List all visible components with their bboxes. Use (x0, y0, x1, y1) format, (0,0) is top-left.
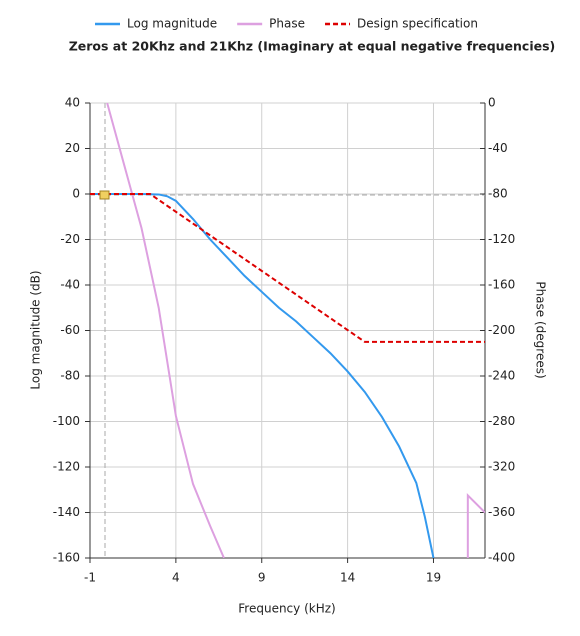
y2-tick-label: -360 (488, 505, 515, 519)
legend-label: Phase (269, 17, 305, 31)
y-tick-label: -100 (53, 414, 80, 428)
y2-tick-label: -400 (488, 551, 515, 565)
y-tick-label: -80 (60, 369, 80, 383)
y-tick-label: -40 (60, 278, 80, 292)
y-tick-label: -160 (53, 551, 80, 565)
y2-tick-label: -280 (488, 414, 515, 428)
y2-tick-label: -40 (488, 141, 508, 155)
y-tick-label: 20 (65, 141, 80, 155)
chart-title: Zeros at 20Khz and 21Khz (Imaginary at e… (69, 39, 556, 54)
series-line (90, 193, 485, 343)
series-line (90, 193, 435, 558)
y-tick-label: -20 (60, 232, 80, 246)
legend-label: Design specification (357, 17, 478, 31)
cursor-marker (99, 190, 110, 200)
y-tick-label: -60 (60, 323, 80, 337)
x-tick-label: 9 (258, 571, 266, 585)
x-tick-label: 4 (172, 571, 180, 585)
series-line (106, 103, 485, 558)
y2-tick-label: -120 (488, 232, 515, 246)
y-tick-label: -140 (53, 505, 80, 519)
y2-tick-label: -80 (488, 187, 508, 201)
y2-tick-label: -240 (488, 369, 515, 383)
x-tick-label: 19 (426, 571, 441, 585)
legend-label: Log magnitude (127, 17, 217, 31)
y-tick-label: 40 (65, 96, 80, 110)
y-tick-label: -120 (53, 460, 80, 474)
y2-tick-label: -160 (488, 278, 515, 292)
x-tick-label: -1 (84, 571, 96, 585)
y-tick-label: 0 (72, 187, 80, 201)
y2-tick-label: -200 (488, 323, 515, 337)
y2-tick-label: -320 (488, 460, 515, 474)
y2-tick-label: 0 (488, 96, 496, 110)
x-tick-label: 14 (340, 571, 355, 585)
x-axis-label: Frequency (kHz) (238, 602, 335, 616)
y-axis-label: Log magnitude (dB) (29, 270, 43, 389)
y2-axis-label: Phase (degrees) (534, 281, 548, 378)
